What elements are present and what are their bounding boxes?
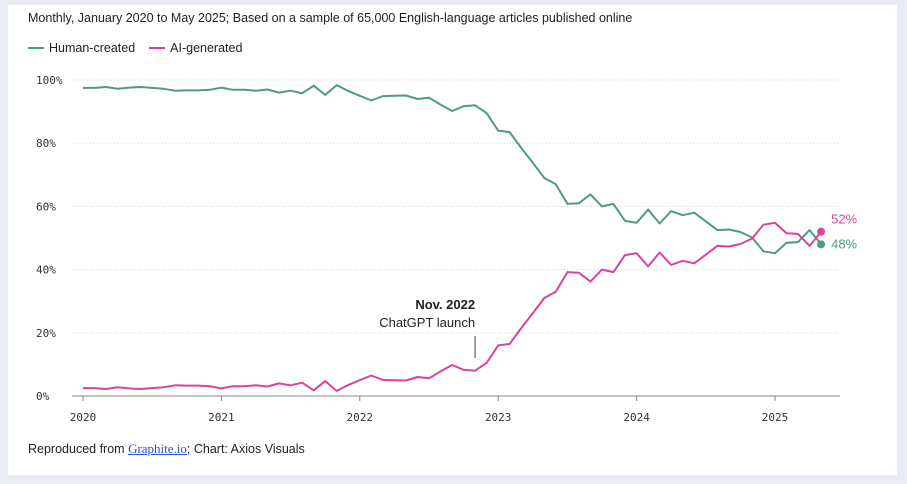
legend-item-human: Human-created	[28, 41, 135, 55]
footer-prefix: Reproduced from	[28, 442, 129, 456]
series-lines	[83, 84, 826, 392]
x-tick-label: 2024	[623, 411, 650, 424]
y-tick-label: 0%	[36, 390, 50, 403]
series-line-human-created	[83, 84, 822, 255]
x-tick-label: 2023	[485, 411, 512, 424]
y-tick-label: 80%	[36, 137, 56, 150]
legend-swatch-ai	[149, 47, 166, 49]
x-tick-label: 2025	[762, 411, 789, 424]
series-end-point	[817, 240, 826, 249]
annotation-title: Nov. 2022	[415, 297, 475, 312]
legend-label-human: Human-created	[49, 41, 136, 55]
legend: Human-created AI-generated	[28, 41, 242, 55]
end-labels: 48% 52%	[831, 212, 857, 252]
grid-lines	[72, 79, 840, 397]
x-axis-ticks: 2020 2021 2022 2023 2024 2025	[70, 396, 789, 424]
y-axis-ticks: 0% 20% 40% 60% 80% 100%	[36, 74, 63, 403]
x-tick-label: 2020	[70, 411, 97, 424]
end-label: 52%	[831, 212, 857, 227]
end-label: 48%	[831, 236, 857, 251]
y-tick-label: 40%	[36, 264, 56, 277]
series-end-point	[817, 227, 826, 236]
legend-label-ai: AI-generated	[170, 41, 243, 55]
y-tick-label: 20%	[36, 327, 56, 340]
x-tick-label: 2022	[347, 411, 374, 424]
y-tick-label: 60%	[36, 200, 56, 213]
legend-swatch-human	[28, 47, 44, 49]
annotation: Nov. 2022 ChatGPT launch	[379, 297, 476, 358]
x-tick-label: 2021	[208, 411, 235, 424]
legend-item-ai: AI-generated	[149, 41, 242, 55]
annotation-text: ChatGPT launch	[379, 315, 475, 330]
chart-subtitle: Monthly, January 2020 to May 2025; Based…	[28, 11, 633, 25]
footer-credit: Reproduced from Graphite.io; Chart: Axio…	[28, 441, 305, 457]
series-line-ai-generated	[83, 221, 822, 392]
source-link[interactable]: Graphite.io	[128, 441, 187, 456]
footer-suffix: ; Chart: Axios Visuals	[186, 442, 305, 456]
y-tick-label: 100%	[36, 74, 63, 87]
